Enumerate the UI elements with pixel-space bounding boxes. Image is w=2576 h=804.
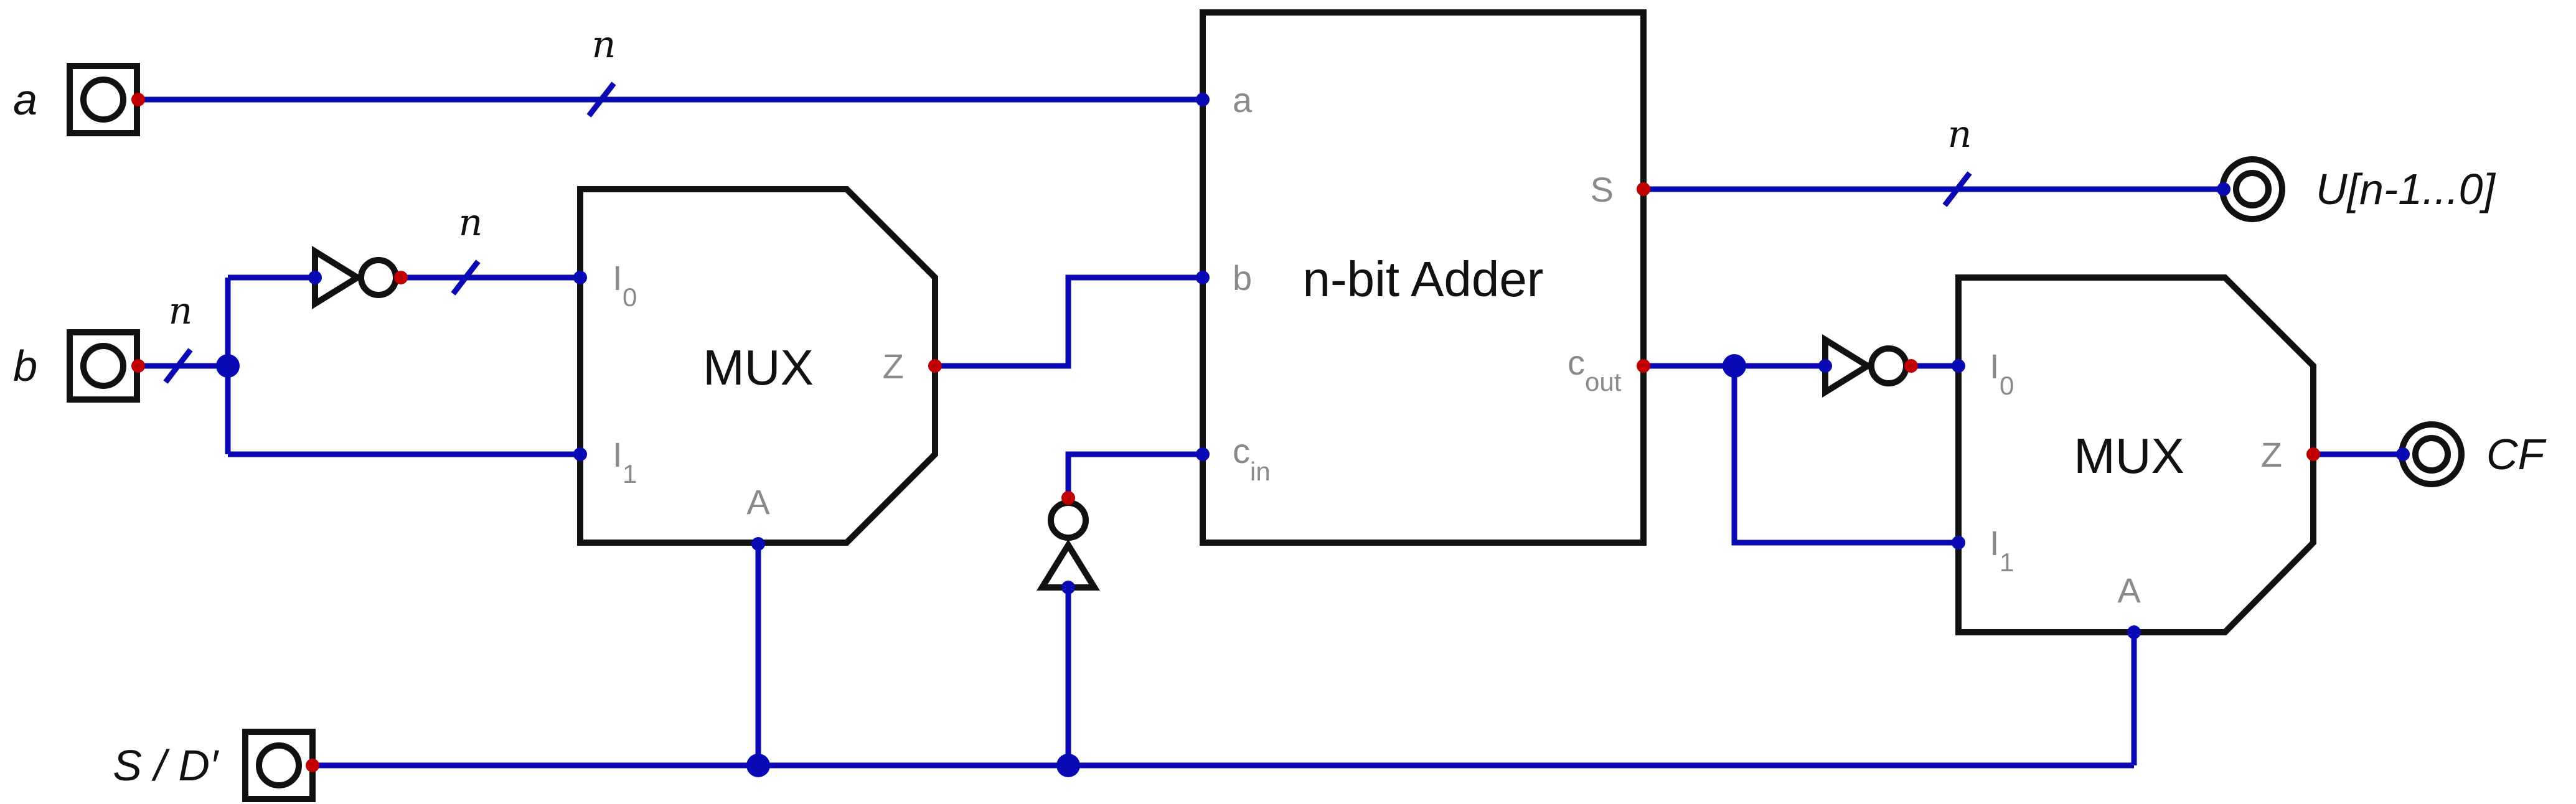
mux2: MUX I 0 I 1 Z A xyxy=(1955,274,2316,635)
input-sd[interactable]: S / D′ xyxy=(113,729,316,802)
adder-title: n-bit Adder xyxy=(1303,251,1544,307)
bus-width-label-a: n xyxy=(592,23,616,67)
pin-adder-a xyxy=(1196,93,1210,106)
pin-mux2-i1 xyxy=(1952,536,1965,549)
adder-port-cin-sub: in xyxy=(1250,457,1271,486)
output-u[interactable]: U[n-1...0] xyxy=(2219,156,2496,222)
mux2-port-i1: I xyxy=(1990,523,2000,563)
mux2-port-i0-sub: 0 xyxy=(2000,371,2014,400)
mux1-port-i1: I xyxy=(613,435,623,474)
output-u-outer xyxy=(2219,156,2285,222)
input-b-circle xyxy=(80,343,126,389)
input-a[interactable]: a xyxy=(13,63,140,136)
adder-port-s: S xyxy=(1591,170,1614,209)
bus-width-label-s: n xyxy=(1948,113,1972,156)
not-gate-cout-bubble xyxy=(1868,345,1909,386)
not-gate-cin-bubble xyxy=(1048,500,1089,541)
input-a-circle xyxy=(80,77,126,123)
pin-output-u xyxy=(2217,182,2230,196)
not-gate-b xyxy=(312,246,399,309)
mux1: MUX I 0 I 1 Z A xyxy=(577,186,938,546)
bus-width-label-b: n xyxy=(169,289,193,333)
pin-adder-cin xyxy=(1196,447,1210,461)
input-sd-label: S / D′ xyxy=(113,741,220,790)
adder-port-cout: c xyxy=(1568,343,1585,382)
junction-sd-mux1 xyxy=(746,754,770,777)
pin-mux1-a xyxy=(751,537,765,551)
junction-sd-cin xyxy=(1056,754,1080,777)
adder-port-cin: c xyxy=(1233,431,1250,470)
wire-cout-to-mux2-i1 xyxy=(1731,366,1958,546)
input-b-label: b xyxy=(13,342,37,390)
bus-width-label-mux1-i0: n xyxy=(459,201,483,245)
pin-not-cin-in xyxy=(1061,581,1075,594)
bus-slash-b xyxy=(163,348,193,384)
pin-output-cf xyxy=(2396,447,2410,461)
output-cf-outer xyxy=(2399,421,2465,487)
junction-cout xyxy=(1723,354,1746,378)
pins xyxy=(131,93,2410,777)
pin-mux2-z xyxy=(2306,447,2320,461)
bus-slash-s xyxy=(1942,171,1972,207)
output-cf-inner xyxy=(2412,435,2451,474)
pin-input-b xyxy=(131,359,145,373)
output-u-label: U[n-1...0] xyxy=(2316,165,2496,213)
input-sd-circle xyxy=(256,742,302,788)
input-a-label: a xyxy=(13,75,37,124)
pin-input-sd xyxy=(306,759,319,772)
wire-mux1-to-adder-b xyxy=(935,274,1203,369)
not-gate-b-bubble xyxy=(358,257,399,298)
bus-slashes xyxy=(163,82,1972,384)
mux2-port-i0: I xyxy=(1990,347,2000,386)
pin-not-cin-out xyxy=(1061,491,1075,505)
pin-not-b-in xyxy=(308,271,322,284)
mux2-port-i1-sub: 1 xyxy=(2000,548,2014,577)
mux1-port-i0-sub: 0 xyxy=(623,283,637,312)
adder-body xyxy=(1200,9,1647,546)
adder-port-a: a xyxy=(1233,80,1253,119)
mux1-port-i1-sub: 1 xyxy=(623,459,637,488)
pin-input-a xyxy=(131,93,145,106)
pin-not-b-out xyxy=(394,271,408,284)
mux1-port-z: Z xyxy=(883,347,904,386)
bus-slash-a xyxy=(586,82,616,118)
mux2-body xyxy=(1955,274,2316,635)
pin-mux1-i1 xyxy=(573,447,587,461)
input-sd-box xyxy=(242,729,316,802)
input-b-box xyxy=(67,329,140,403)
bus-slash-mux1-i0 xyxy=(451,259,481,296)
adder: n-bit Adder a b c in S c out xyxy=(1200,9,1647,546)
mux1-port-a: A xyxy=(746,482,770,521)
junction-b xyxy=(216,354,240,378)
not-gate-cin xyxy=(1037,500,1100,591)
input-a-box xyxy=(67,63,140,136)
adder-port-cout-sub: out xyxy=(1585,367,1622,396)
adder-port-b: b xyxy=(1233,258,1252,297)
output-u-inner xyxy=(2233,170,2272,208)
pin-mux1-i0 xyxy=(573,271,587,284)
pin-mux2-a xyxy=(2127,625,2141,639)
not-gate-cout xyxy=(1822,334,1909,398)
pin-adder-b xyxy=(1196,271,1210,284)
pin-not-cout-in xyxy=(1818,359,1832,373)
pin-mux2-i0 xyxy=(1952,359,1965,373)
mux2-port-a: A xyxy=(2117,571,2141,610)
pin-adder-cout xyxy=(1637,359,1650,373)
output-cf[interactable]: CF xyxy=(2399,421,2547,487)
input-b[interactable]: b xyxy=(13,329,140,403)
pin-adder-s xyxy=(1637,182,1650,196)
pin-not-cout-out xyxy=(1904,359,1918,373)
mux1-title: MUX xyxy=(703,340,814,395)
pin-mux1-z xyxy=(928,359,942,373)
mux2-port-z: Z xyxy=(2261,435,2282,474)
mux2-title: MUX xyxy=(2074,428,2184,484)
mux1-body xyxy=(577,186,938,546)
output-cf-label: CF xyxy=(2486,430,2547,479)
wire-cin xyxy=(1065,451,1203,498)
mux1-port-i0: I xyxy=(613,258,623,297)
